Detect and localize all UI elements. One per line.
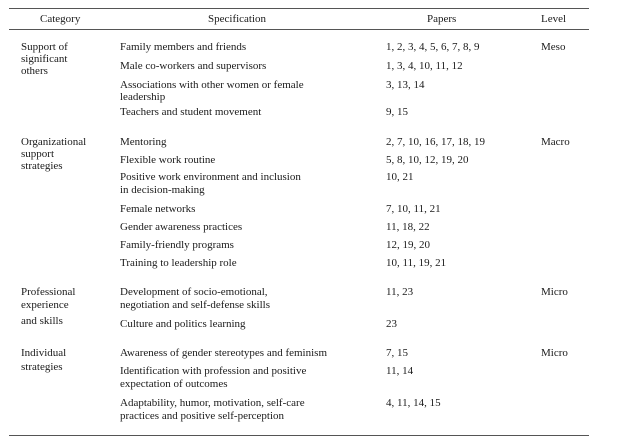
- specification-cell: Male co-workers and supervisors: [120, 60, 267, 72]
- specification-cell: Training to leadership role: [120, 257, 237, 269]
- specification-cell: practices and positive self-perception: [120, 410, 285, 422]
- specification-cell: Culture and politics learning: [120, 318, 246, 330]
- level-cell: Micro: [541, 286, 568, 298]
- category-cell: strategies: [21, 160, 63, 172]
- specification-cell: Positive work environment and inclusion: [120, 171, 301, 183]
- header-specification: Specification: [208, 13, 267, 25]
- header-category: Category: [40, 13, 81, 25]
- specification-cell: Development of socio-emotional,: [120, 286, 268, 298]
- category-cell: Organizational: [21, 136, 87, 148]
- category-cell: Individual: [21, 347, 67, 359]
- papers-cell: 4, 11, 14, 15: [386, 397, 441, 409]
- specification-cell: Identification with profession and posit…: [120, 365, 307, 377]
- specification-cell: Awareness of gender stereotypes and femi…: [120, 347, 328, 359]
- specification-cell: leadership: [120, 91, 166, 103]
- specification-cell: Adaptability, humor, motivation, self-ca…: [120, 397, 305, 409]
- papers-cell: 7, 10, 11, 21: [386, 203, 441, 215]
- specification-cell: Flexible work routine: [120, 154, 216, 166]
- table-top-rule: [9, 8, 589, 9]
- specification-cell: Female networks: [120, 203, 196, 215]
- papers-cell: 7, 15: [386, 347, 408, 359]
- specification-cell: expectation of outcomes: [120, 378, 228, 390]
- specification-cell: Mentoring: [120, 136, 167, 148]
- papers-cell: 10, 21: [386, 171, 414, 183]
- category-cell: strategies: [21, 361, 63, 373]
- category-cell: Professional: [21, 286, 76, 298]
- category-cell: and skills: [21, 315, 63, 327]
- level-cell: Micro: [541, 347, 568, 359]
- papers-cell: 23: [386, 318, 397, 330]
- category-cell: others: [21, 65, 48, 77]
- specification-cell: Associations with other women or female: [120, 79, 304, 91]
- papers-cell: 1, 2, 3, 4, 5, 6, 7, 8, 9: [386, 41, 480, 53]
- papers-cell: 11, 18, 22: [386, 221, 430, 233]
- papers-cell: 11, 23: [386, 286, 414, 298]
- specification-cell: Gender awareness practices: [120, 221, 243, 233]
- papers-cell: 2, 7, 10, 16, 17, 18, 19: [386, 136, 485, 148]
- level-cell: Macro: [541, 136, 570, 148]
- header-level: Level: [541, 13, 567, 25]
- category-cell: Support of: [21, 41, 68, 53]
- specification-cell: negotiation and self-defense skills: [120, 299, 270, 311]
- table-header-rule: [9, 29, 589, 30]
- papers-cell: 1, 3, 4, 10, 11, 12: [386, 60, 463, 72]
- papers-cell: 10, 11, 19, 21: [386, 257, 447, 269]
- papers-cell: 3, 13, 14: [386, 79, 425, 91]
- specification-cell: Family-friendly programs: [120, 239, 234, 251]
- papers-cell: 5, 8, 10, 12, 19, 20: [386, 154, 469, 166]
- level-cell: Meso: [541, 41, 566, 53]
- table-bottom-rule: [9, 435, 589, 436]
- category-cell: support: [21, 148, 54, 160]
- papers-cell: 11, 14: [386, 365, 414, 377]
- papers-cell: 12, 19, 20: [386, 239, 430, 251]
- category-cell: significant: [21, 53, 68, 65]
- header-papers: Papers: [427, 13, 457, 25]
- specification-cell: Teachers and student movement: [120, 106, 262, 118]
- category-cell: experience: [21, 299, 69, 311]
- papers-cell: 9, 15: [386, 106, 408, 118]
- specification-cell: in decision-making: [120, 184, 205, 196]
- specification-cell: Family members and friends: [120, 41, 247, 53]
